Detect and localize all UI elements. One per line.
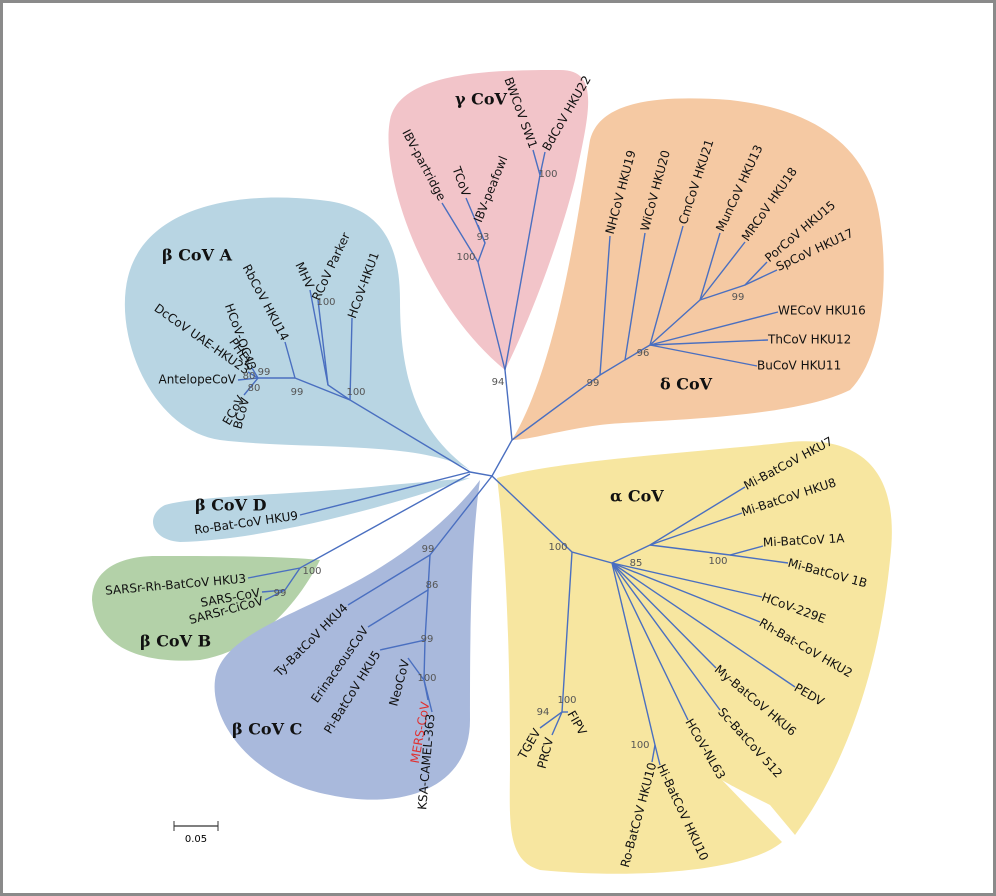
beta-a-shape xyxy=(124,197,470,470)
bootstrap-value: 94 xyxy=(492,377,505,388)
clade-label: α CoV xyxy=(610,487,664,506)
bootstrap-value: 96 xyxy=(637,348,650,359)
bootstrap-value: 80 xyxy=(243,371,256,382)
bootstrap-value: 100 xyxy=(417,673,436,684)
bootstrap-value: 99 xyxy=(258,367,271,378)
bootstrap-value: 93 xyxy=(477,232,490,243)
gamma-shape xyxy=(388,70,589,370)
bootstrap-value: 100 xyxy=(548,542,567,553)
clade-label: γ CoV xyxy=(455,90,508,109)
bootstrap-value: 99 xyxy=(291,387,304,398)
scale-label: 0.05 xyxy=(185,834,207,845)
clade-label: δ CoV xyxy=(660,375,713,394)
branches xyxy=(237,149,796,766)
bootstrap-value: 100 xyxy=(302,566,321,577)
bootstrap-value: 100 xyxy=(708,556,727,567)
clade-label: β CoV A xyxy=(162,246,233,265)
leaf-label: AntelopeCoV xyxy=(158,373,236,387)
clade-label: β CoV D xyxy=(195,496,267,515)
beta-c-shape xyxy=(214,480,480,800)
delta-shape xyxy=(512,98,884,440)
leaf-label: Mi-BatCoV 1A xyxy=(763,531,846,549)
alpha-shape xyxy=(497,441,892,874)
leaf-label: ThCoV HKU12 xyxy=(767,333,851,347)
bootstrap-value: 80 xyxy=(248,383,261,394)
bootstrap-value: 100 xyxy=(538,169,557,180)
clade-label: β CoV C xyxy=(232,720,302,739)
clade-label: β CoV B xyxy=(140,632,211,651)
bootstrap-value: 86 xyxy=(426,580,439,591)
bootstrap-value: 100 xyxy=(346,387,365,398)
beta-b-shape xyxy=(92,555,320,661)
bootstrap-value: 99 xyxy=(421,634,434,645)
bootstrap-value: 99 xyxy=(422,544,435,555)
leaf-label: BuCoV HKU11 xyxy=(757,359,841,373)
bootstrap-value: 100 xyxy=(557,695,576,706)
bootstrap-value: 100 xyxy=(316,297,335,308)
clade-shapes xyxy=(92,70,892,874)
bootstrap-value: 94 xyxy=(537,707,550,718)
bootstrap-value: 85 xyxy=(630,558,643,569)
bootstrap-value: 99 xyxy=(732,292,745,303)
beta-d-shape xyxy=(153,478,470,542)
scale-bar: 0.05 xyxy=(173,821,219,845)
bootstrap-value: 99 xyxy=(274,588,287,599)
leaf-label: WECoV HKU16 xyxy=(778,304,866,318)
bootstrap-value: 100 xyxy=(630,740,649,751)
bootstrap-value: 100 xyxy=(456,252,475,263)
bootstrap-value: 99 xyxy=(587,378,600,389)
